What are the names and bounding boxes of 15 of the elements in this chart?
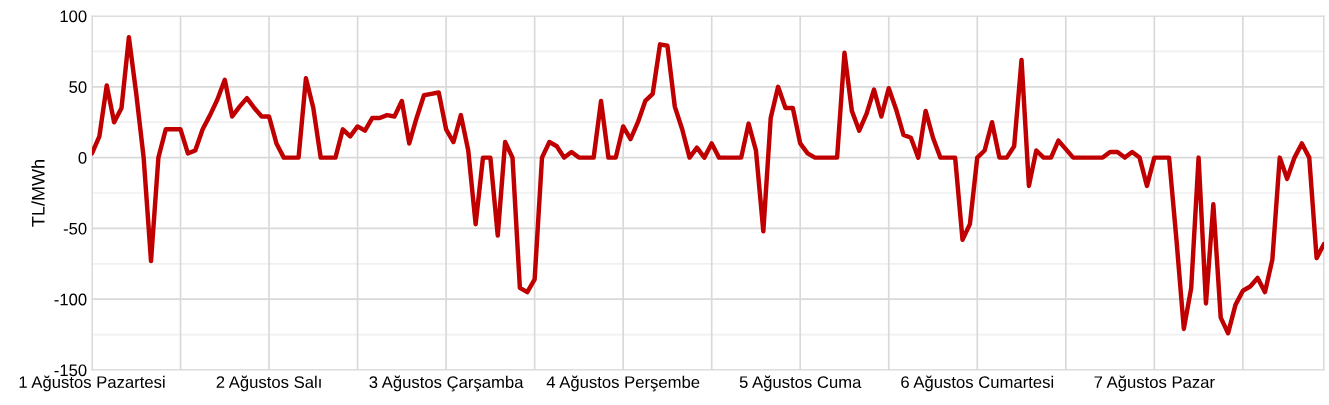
x-tick-label: 7 Ağustos Pazar [1094,375,1215,392]
x-tick-label: 6 Ağustos Cumartesi [901,375,1054,392]
x-tick-label: 3 Ağustos Çarşamba [369,375,524,392]
y-tick-label: 50 [69,81,87,93]
x-tick-label: 4 Ağustos Perşembe [546,375,700,392]
y-tick-label: -100 [54,293,87,306]
x-tick-label: 1 Ağustos Pazartesi [19,375,165,392]
y-tick-label: -150 [54,364,87,377]
y-tick-label: 0 [78,152,87,164]
y-axis-title: TL/MWh [31,160,45,227]
x-tick-label: 5 Ağustos Cuma [739,375,862,392]
y-tick-label: 100 [60,10,87,23]
y-tick-label: -50 [63,222,87,235]
line-series [92,35,1324,336]
x-tick-label: 2 Ağustos Salı [216,375,321,392]
